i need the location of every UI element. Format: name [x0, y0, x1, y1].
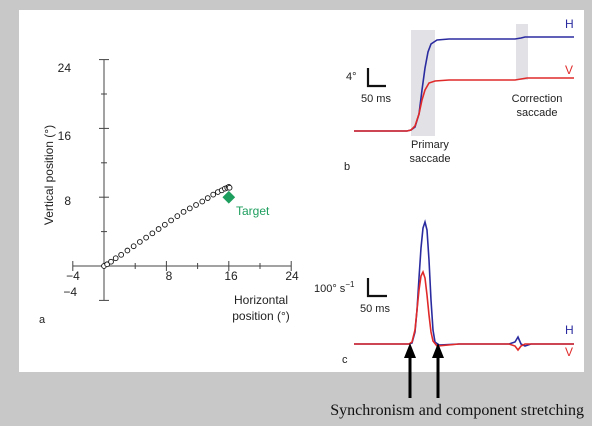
trajectory-point — [130, 243, 137, 250]
panel-c-label: c — [342, 354, 348, 366]
x-axis-label-line1: Horizontal — [234, 293, 288, 307]
target-marker — [222, 190, 236, 204]
trajectory-point — [155, 226, 162, 232]
x-tick-24: 24 — [285, 269, 299, 283]
y-tick-24: 24 — [58, 61, 72, 75]
y-tick-8: 8 — [64, 194, 71, 208]
panel-a: Target 24 16 8 −4 −4 8 16 24 Vertical po… — [39, 59, 299, 326]
trajectory-point — [199, 198, 206, 205]
figure-svg: Target 24 16 8 −4 −4 8 16 24 Vertical po… — [39, 17, 574, 366]
trajectory-point — [193, 202, 199, 208]
primary-saccade-label-2: saccade — [410, 153, 451, 165]
trajectory-point — [104, 261, 110, 268]
x-tick-16: 16 — [224, 269, 238, 283]
x-axis-label-line2: position (°) — [232, 309, 290, 323]
trajectory-point — [226, 184, 233, 191]
trajectory-point — [161, 221, 168, 228]
panel-b-scale-bar — [366, 68, 386, 88]
panel-b-scale-x: 50 ms — [361, 93, 391, 105]
y-tick-minus-4: −4 — [63, 285, 77, 299]
panel-c-trace-v — [354, 269, 574, 352]
trajectory-point — [204, 195, 211, 201]
correction-saccade-label-1: Correction — [512, 93, 563, 105]
panel-c-scale-y: 100° s−1 — [314, 280, 355, 295]
panel-c-label-v: V — [565, 345, 573, 359]
trajectory-point — [124, 247, 131, 254]
panel-c-scale-x: 50 ms — [360, 303, 390, 315]
panel-b-trace-v — [354, 77, 574, 132]
trajectory-point — [112, 255, 119, 262]
arrow-left-head — [404, 343, 416, 358]
trajectory-point — [143, 234, 149, 241]
panel-c: 100° s−1 50 ms H V c — [314, 219, 574, 366]
x-tick-8: 8 — [166, 269, 173, 283]
figure-caption: Synchronism and component stretching — [330, 402, 584, 419]
arrow-right-head — [432, 343, 444, 358]
panel-c-scale-bar — [366, 278, 387, 298]
trajectory-point — [149, 230, 156, 237]
trajectory-point — [118, 251, 125, 258]
trajectory-point — [186, 205, 193, 212]
figure-panel: Target 24 16 8 −4 −4 8 16 24 Vertical po… — [19, 10, 584, 372]
correction-saccade-label-2: saccade — [517, 107, 558, 119]
panel-b-label-v: V — [565, 63, 573, 77]
y-axis-label: Vertical position (°) — [42, 125, 56, 225]
trajectory-point — [180, 208, 187, 215]
primary-saccade-label-1: Primary — [411, 139, 449, 151]
panel-b-scale-y: 4° — [346, 71, 357, 83]
panel-b: 4° 50 ms H V Primary saccade Correction … — [344, 17, 574, 173]
panel-a-label: a — [39, 314, 46, 326]
trajectory-point — [174, 213, 181, 219]
panel-b-label: b — [344, 161, 350, 173]
trajectory-point — [210, 191, 217, 198]
trajectory-point — [168, 217, 174, 224]
panel-a-trajectory — [101, 184, 233, 269]
panel-b-label-h: H — [565, 17, 574, 31]
trajectory-point — [108, 258, 114, 265]
trajectory-point — [137, 239, 143, 245]
target-label: Target — [236, 204, 270, 218]
y-tick-16: 16 — [58, 129, 72, 143]
x-tick-minus-4: −4 — [66, 269, 80, 283]
panel-c-label-h: H — [565, 323, 574, 337]
